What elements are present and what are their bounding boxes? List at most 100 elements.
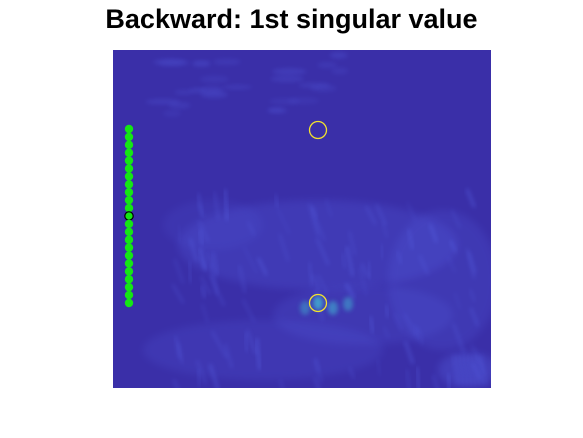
field-ripple [348, 230, 356, 256]
field-ripple [277, 209, 291, 235]
field-shimmer [268, 107, 289, 115]
field-ripple [406, 201, 417, 222]
field-peak [313, 296, 323, 310]
field-ripple [200, 303, 209, 323]
field-ripple [381, 221, 389, 238]
field-ripple [393, 312, 403, 332]
field-ripple [210, 264, 219, 296]
field-ripple [383, 326, 390, 339]
target-markers [308, 120, 328, 313]
field-peak [343, 297, 353, 311]
field-ripple [413, 323, 420, 341]
field-ripple [312, 358, 324, 384]
field-ripple [467, 251, 477, 274]
field-ripple [368, 316, 375, 334]
sensor-marker [124, 156, 134, 165]
field-ripple [376, 358, 382, 376]
field-ripple [416, 326, 424, 346]
field-ripple [324, 198, 333, 217]
field-ripple [358, 267, 368, 296]
field-shimmer [200, 86, 224, 94]
field-ripple [341, 253, 347, 269]
field-ripple [177, 342, 184, 364]
sensor-marker [124, 243, 134, 252]
field-ripple [314, 357, 321, 372]
field-glow [273, 285, 453, 345]
field-ripple [480, 354, 487, 386]
field-ripple [449, 240, 458, 253]
sensor-marker [124, 148, 134, 157]
field-ripple [317, 274, 328, 294]
field-ripple [403, 313, 417, 336]
sensor-marker [124, 290, 134, 300]
field-ripple [197, 201, 206, 218]
field-ripple [197, 220, 210, 243]
field-ripple [311, 274, 321, 292]
field-ripple [200, 284, 207, 299]
field-ripple [456, 354, 463, 386]
field-ripple [468, 288, 476, 302]
field-ripple [384, 304, 389, 318]
field-ripple [173, 258, 185, 284]
field-ripple [367, 261, 372, 280]
target-circle [308, 120, 328, 140]
sensor-marker [124, 219, 134, 229]
field-ripple [418, 254, 430, 276]
field-ripple [407, 229, 415, 250]
field-ripple [452, 354, 459, 386]
field-ripple [243, 332, 249, 353]
sensor-marker [124, 180, 134, 189]
field-ripple [375, 203, 387, 226]
field-shimmer [145, 98, 181, 105]
image-plot [113, 50, 491, 388]
field-shimmer [213, 58, 241, 66]
selected-sensor-marker [124, 211, 134, 221]
field-ripple [246, 329, 257, 355]
field-ripple [213, 191, 220, 220]
field-ripple [195, 359, 207, 385]
field-shimmer [222, 84, 253, 90]
field-shimmer [191, 61, 211, 67]
sensor-marker [124, 282, 134, 292]
field-ripple [188, 238, 199, 262]
sensor-marker [124, 164, 134, 173]
sensor-marker [124, 124, 134, 134]
sensor-marker [124, 251, 134, 260]
field-ripple [464, 354, 471, 386]
sensor-array [124, 124, 134, 308]
field-ripple [344, 283, 356, 299]
field-ripple [211, 330, 228, 359]
field-ripple [446, 373, 451, 388]
sensor-marker [124, 203, 134, 213]
field-ripple [460, 354, 467, 386]
field-ripple [451, 209, 461, 229]
field-peak [328, 301, 338, 315]
field-shimmer [174, 89, 193, 95]
field-ripple [223, 189, 229, 221]
field-ripple [278, 233, 290, 262]
field-ripple [315, 219, 326, 242]
field-ripple [466, 248, 476, 279]
field-ripple [243, 246, 258, 274]
field-ripple [452, 323, 466, 354]
field-ripple [360, 263, 370, 278]
sensor-marker [124, 259, 134, 268]
field-shimmer [163, 109, 181, 117]
field-ripple [237, 265, 247, 294]
field-ripple [453, 292, 461, 310]
field-ripple [472, 354, 479, 386]
field-ripple [274, 193, 280, 208]
field-ripple [308, 203, 320, 237]
field-shimmer [329, 52, 348, 59]
field-ripple [404, 341, 415, 365]
field-shimmer [272, 68, 307, 75]
field-ripple [307, 262, 314, 287]
field-ripple [206, 252, 214, 268]
field-ripple [255, 337, 262, 370]
field-shimmer [317, 62, 337, 69]
field-ripple [468, 354, 475, 386]
field-shimmer [298, 82, 331, 89]
field-ripple [208, 363, 220, 388]
field-ripple [171, 283, 185, 304]
field-ripple [187, 260, 193, 284]
